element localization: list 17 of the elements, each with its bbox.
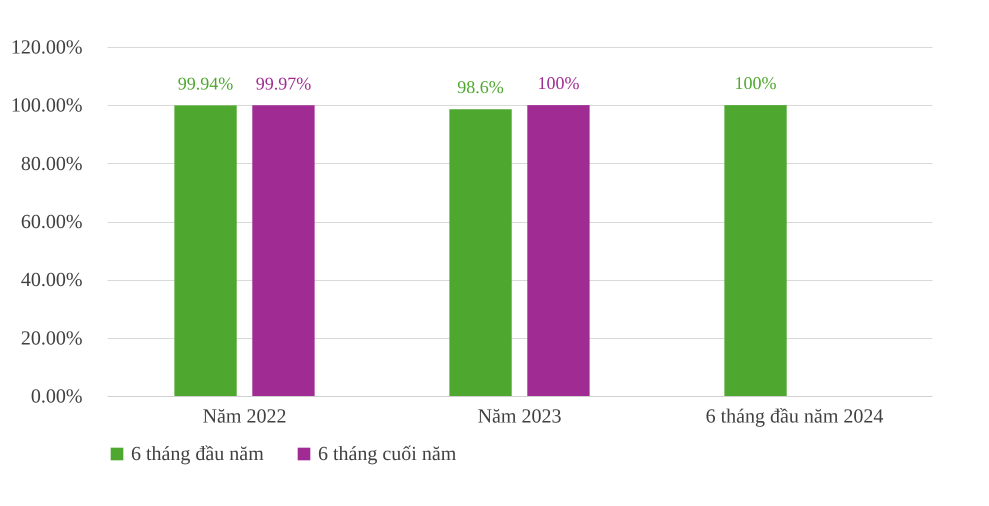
legend-label: 6 tháng đầu năm [131, 443, 264, 465]
y-tick-label: 120.00% [10, 36, 82, 58]
y-tick-label: 20.00% [20, 327, 82, 350]
legend-label: 6 tháng cuối năm [318, 443, 457, 465]
data-label: 99.94% [178, 73, 234, 94]
data-label: 100% [734, 73, 777, 94]
x-tick-label: Năm 2022 [202, 406, 286, 428]
data-label: 100% [537, 73, 580, 94]
x-tick-label: 6 tháng đầu năm 2024 [706, 406, 884, 428]
data-label: 98.6% [457, 77, 504, 98]
y-tick-label: 0.00% [30, 386, 82, 408]
data-label: 99.97% [256, 73, 312, 94]
x-tick-label: Năm 2023 [478, 406, 562, 428]
y-tick-label: 60.00% [20, 211, 82, 233]
y-tick-label: 40.00% [20, 269, 82, 292]
y-tick-label: 80.00% [20, 152, 82, 175]
y-tick-label: 100.00% [10, 94, 82, 117]
